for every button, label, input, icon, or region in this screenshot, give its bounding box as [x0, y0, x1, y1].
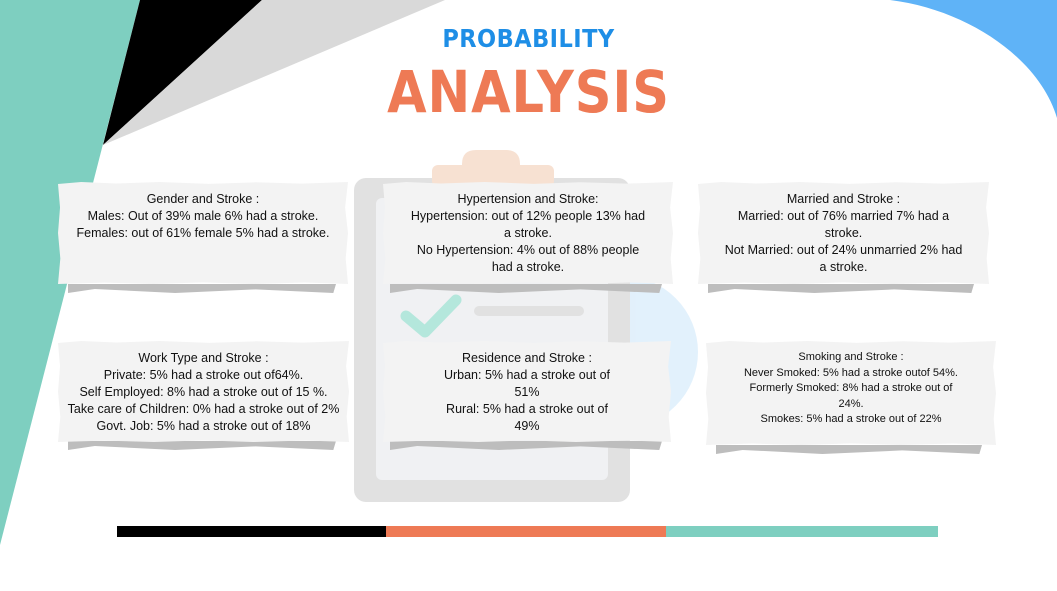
- card-smoking-stroke: Smoking and Stroke : Never Smoked: 5% ha…: [706, 341, 996, 445]
- card-shadow: [716, 445, 982, 454]
- card-shadow: [708, 284, 974, 293]
- card-residence-stroke: Residence and Stroke : Urban: 5% had a s…: [383, 341, 671, 442]
- card-gender-stroke: Gender and Stroke : Males: Out of 39% ma…: [58, 182, 348, 284]
- card-line: Males: Out of 39% male 6% had a stroke.: [87, 209, 319, 223]
- card-line: Formerly Smoked: 8% had a stroke out of …: [749, 382, 953, 410]
- card-line: Private: 5% had a stroke out of64%.: [103, 368, 304, 382]
- card-line: Never Smoked: 5% had a stroke outof 54%.: [743, 366, 958, 379]
- card-heading: Married and Stroke :: [786, 192, 901, 206]
- card-heading: Work Type and Stroke :: [138, 351, 269, 365]
- card-heading: Hypertension and Stroke:: [457, 192, 599, 206]
- card-heading: Gender and Stroke :: [146, 192, 260, 206]
- card-line: Self Employed: 8% had a stroke out of 15…: [79, 385, 328, 399]
- blue-corner-shape: [890, 0, 1057, 118]
- card-line: Urban: 5% had a stroke out of 51%: [443, 368, 611, 399]
- card-line: Females: out of 61% female 5% had a stro…: [76, 226, 330, 240]
- card-shadow: [390, 284, 662, 293]
- page-subtitle: PROBABILITY: [442, 24, 615, 53]
- card-worktype-stroke: Work Type and Stroke : Private: 5% had a…: [58, 341, 349, 442]
- gray-corner-shape: [103, 0, 445, 145]
- card-line: Not Married: out of 24% unmarried 2% had…: [724, 243, 963, 274]
- card-shadow: [390, 441, 662, 450]
- card-married-stroke: Married and Stroke : Married: out of 76%…: [698, 182, 989, 284]
- card-line: Govt. Job: 5% had a stroke out of 18%: [96, 419, 311, 433]
- card-line: No Hypertension: 4% out of 88% people ha…: [416, 243, 640, 274]
- card-heading: Smoking and Stroke :: [798, 351, 904, 363]
- card-line: Hypertension: out of 12% people 13% had …: [410, 209, 646, 240]
- card-line: Rural: 5% had a stroke out of 49%: [446, 402, 608, 433]
- card-line: Smokes: 5% had a stroke out of 22%: [760, 413, 942, 425]
- card-shadow: [68, 284, 336, 293]
- card-hypertension-stroke: Hypertension and Stroke: Hypertension: o…: [383, 182, 673, 284]
- footer-bar-orange: [386, 526, 666, 537]
- card-line: Take care of Children: 0% had a stroke o…: [67, 402, 340, 416]
- footer-bar-black: [117, 526, 386, 537]
- page-title: ANALYSIS: [387, 58, 670, 126]
- card-shadow: [68, 441, 336, 450]
- card-heading: Residence and Stroke :: [462, 351, 592, 365]
- footer-bar-teal: [666, 526, 938, 537]
- card-line: Married: out of 76% married 7% had a str…: [737, 209, 950, 240]
